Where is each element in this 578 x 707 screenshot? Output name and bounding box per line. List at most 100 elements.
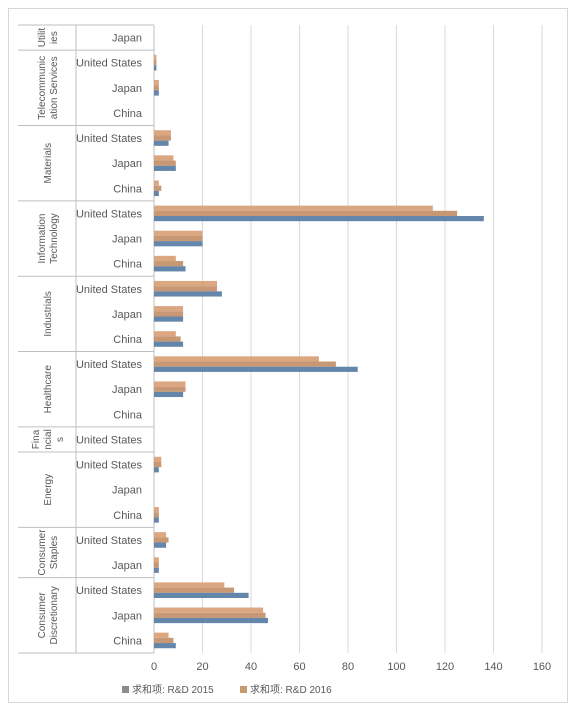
group-label-line: Staples: [49, 536, 60, 569]
bar: [154, 160, 176, 166]
legend-swatch: [240, 686, 247, 693]
bar: [154, 507, 159, 513]
bar: [154, 612, 266, 618]
x-tick-label: 0: [151, 661, 157, 673]
group-label: Financials: [31, 429, 66, 450]
category-label: Japan: [112, 158, 142, 170]
x-tick-label: 140: [484, 661, 502, 673]
bar: [154, 85, 159, 91]
bar: [154, 155, 174, 161]
bar: [154, 216, 484, 222]
x-tick-label: 100: [387, 661, 405, 673]
bar: [154, 210, 458, 216]
legend-swatch: [122, 686, 129, 693]
category-label: Japan: [112, 560, 142, 572]
category-label: United States: [76, 58, 143, 70]
x-tick-label: 20: [196, 661, 208, 673]
category-label: China: [113, 334, 143, 346]
bar: [154, 65, 157, 71]
x-tick-label: 40: [245, 661, 257, 673]
group-label-line: ncial: [43, 429, 54, 450]
group-label: InformationTechnology: [37, 213, 60, 264]
bar: [154, 205, 433, 211]
bar: [154, 241, 203, 247]
bar: [154, 517, 159, 523]
bar: [154, 135, 171, 141]
bar: [154, 261, 184, 267]
group-label-line: Consumer: [37, 529, 48, 576]
bar: [154, 391, 184, 398]
group-label-line: Energy: [43, 474, 54, 506]
bar: [154, 537, 169, 543]
category-label: United States: [76, 208, 143, 220]
bar: [154, 331, 176, 337]
group-label-line: Discretionary: [49, 586, 60, 644]
chart-frame: [8, 8, 568, 703]
category-label: China: [113, 635, 143, 647]
group-label: ConsumerStaples: [37, 529, 60, 576]
bar: [154, 607, 264, 613]
bar: [154, 185, 162, 191]
category-label: United States: [76, 434, 143, 446]
group-label-line: Utilit: [37, 28, 48, 48]
bar: [154, 230, 203, 236]
category-label: China: [113, 510, 143, 522]
category-label: United States: [76, 284, 143, 296]
bar: [154, 180, 159, 186]
bar: [154, 356, 319, 362]
bar: [154, 165, 176, 171]
group-label-line: Healthcare: [43, 365, 54, 414]
bar: [154, 235, 203, 242]
bar: [154, 140, 169, 146]
group-label: Utilities: [37, 28, 60, 48]
category-label: Japan: [112, 83, 142, 95]
bar: [154, 255, 176, 262]
group-label: Industrials: [43, 291, 54, 337]
category-label: China: [113, 108, 143, 120]
category-label: Japan: [112, 309, 142, 321]
bar: [154, 542, 167, 548]
bar: [154, 54, 157, 61]
bar: [154, 456, 162, 462]
bar: [154, 617, 268, 624]
group-label-line: Materials: [43, 143, 54, 184]
bar: [154, 80, 159, 86]
bar: [154, 190, 159, 197]
category-label: Japan: [112, 384, 142, 396]
bar: [154, 582, 225, 588]
bar: [154, 532, 167, 538]
bar: [154, 266, 186, 272]
group-label-line: ies: [49, 31, 60, 44]
category-label: China: [113, 183, 143, 195]
bar: [154, 286, 218, 292]
group-label-line: s: [55, 437, 66, 442]
group-label-line: Information: [37, 214, 48, 264]
bar: [154, 386, 186, 392]
category-label: United States: [76, 359, 143, 371]
x-tick-label: 60: [293, 661, 305, 673]
category-label: Japan: [112, 234, 142, 246]
bar: [154, 90, 159, 96]
bar: [154, 381, 186, 387]
bar: [154, 557, 159, 563]
category-label: United States: [76, 133, 143, 145]
bar: [154, 306, 184, 312]
bar: [154, 592, 249, 598]
category-label: United States: [76, 585, 143, 597]
bar: [154, 512, 159, 518]
category-label: Japan: [112, 33, 142, 45]
group-label-line: ation Services: [49, 56, 60, 119]
x-tick-label: 80: [342, 661, 354, 673]
group-label-line: Telecommunic: [37, 56, 48, 120]
bar: [154, 316, 184, 322]
bar: [154, 60, 157, 66]
category-label: China: [113, 259, 143, 271]
group-label-line: Technology: [49, 213, 60, 264]
group-label-line: Fina: [31, 429, 42, 449]
bar: [154, 637, 174, 644]
group-label: Healthcare: [43, 365, 54, 414]
category-label: China: [113, 409, 143, 421]
legend-label: 求和项: R&D 2016: [250, 684, 332, 696]
bar: [154, 311, 184, 317]
bar: [154, 341, 184, 347]
